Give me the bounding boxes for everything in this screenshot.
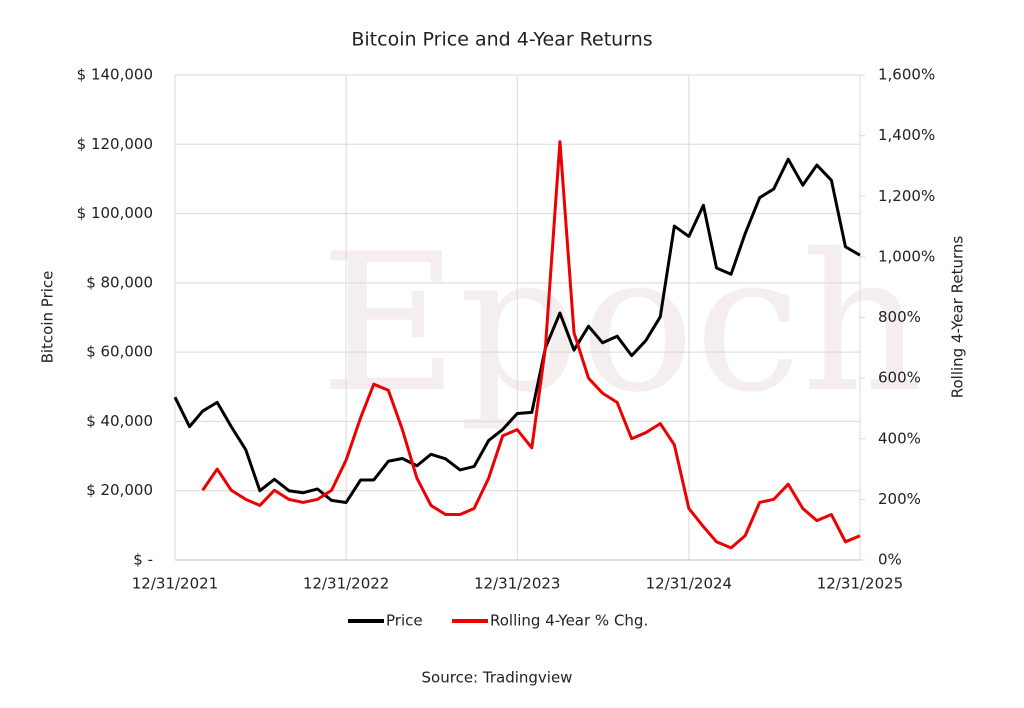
legend-label: Price <box>386 612 423 630</box>
x-tick-label: 12/31/2023 <box>474 575 560 593</box>
y2-tick-label: 200% <box>878 490 921 508</box>
y-tick-label: $ 20,000 <box>86 481 153 499</box>
y-tick-label: $ - <box>133 551 153 569</box>
y2-tick-label: 400% <box>878 429 921 447</box>
y2-tick-label: 1,600% <box>878 66 935 84</box>
y2-axis-title: Rolling 4-Year Returns <box>949 236 967 399</box>
y2-tick-label: 1,400% <box>878 126 935 144</box>
y2-tick-label: 600% <box>878 369 921 387</box>
x-tick-label: 12/31/2021 <box>132 575 218 593</box>
y-tick-label: $ 40,000 <box>86 412 153 430</box>
series-line <box>201 140 861 550</box>
y2-tick-label: 0% <box>878 551 902 569</box>
y2-tick-label: 800% <box>878 308 921 326</box>
series-line <box>173 157 861 504</box>
y-tick-label: $ 100,000 <box>77 204 153 222</box>
legend-label: Rolling 4-Year % Chg. <box>490 612 648 630</box>
watermark: Epoch <box>320 213 924 434</box>
y-tick-label: $ 80,000 <box>86 273 153 291</box>
y-tick-label: $ 120,000 <box>77 135 153 153</box>
y-tick-label: $ 140,000 <box>77 66 153 84</box>
y2-tick-label: 1,000% <box>878 247 935 265</box>
x-tick-label: 12/31/2024 <box>646 575 732 593</box>
y2-tick-label: 1,200% <box>878 187 935 205</box>
chart-title: Bitcoin Price and 4-Year Returns <box>351 29 652 51</box>
source-note: Source: Tradingview <box>422 669 573 687</box>
x-tick-label: 12/31/2022 <box>303 575 389 593</box>
x-tick-label: 12/31/2025 <box>817 575 903 593</box>
y-tick-label: $ 60,000 <box>86 343 153 361</box>
y-axis-title: Bitcoin Price <box>39 271 57 364</box>
